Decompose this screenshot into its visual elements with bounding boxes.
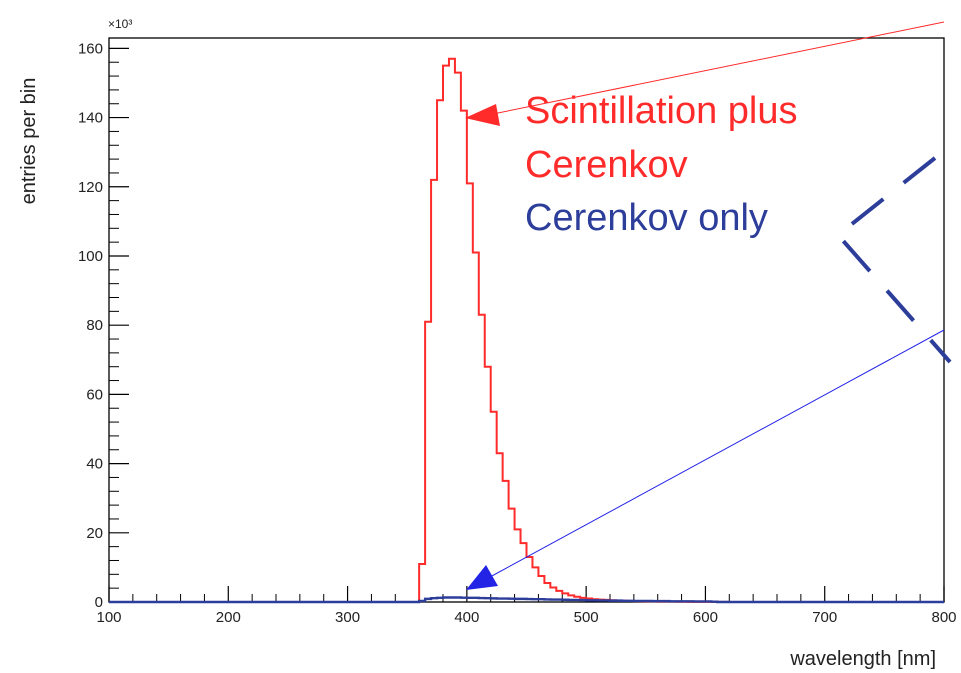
blue-arrow-head [466, 565, 498, 590]
x-tick-label: 200 [216, 609, 241, 626]
y-tick-label: 20 [86, 525, 103, 542]
y-tick-label: 40 [86, 456, 103, 473]
series-cerenkov-only [109, 596, 944, 604]
red-arrow-line [487, 21, 945, 116]
x-tick-label: 400 [454, 609, 479, 626]
x-tick-label: 300 [335, 609, 360, 626]
histogram-series [109, 57, 944, 604]
legend-label-scint-line1: Scintillation plus [525, 90, 797, 132]
y-tick-label: 140 [78, 110, 103, 127]
y-tick-label: 80 [86, 317, 103, 334]
blue-arrow-line [489, 329, 945, 578]
x-tick-label: 500 [574, 609, 599, 626]
dashed-brace-decoration [835, 156, 952, 364]
x-tick-label: 100 [96, 609, 121, 626]
y-axis-title: entries per bin [18, 78, 40, 205]
y-tick-label: 100 [78, 248, 103, 265]
y-tick-label: 60 [86, 386, 103, 403]
y-tick-label: 160 [78, 40, 103, 57]
red-arrow-head [465, 104, 500, 126]
legend-label-cerenkov-only: Cerenkov only [525, 197, 768, 239]
plot-frame [108, 37, 945, 603]
y-axis-ticks: 0 20 40 60 80 100 120 140 160 [78, 40, 129, 611]
y-exponent-label: ×10³ [108, 17, 132, 31]
y-tick-label: 0 [95, 594, 103, 611]
y-tick-label: 120 [78, 179, 103, 196]
x-tick-label: 700 [812, 609, 837, 626]
x-axis-title: wavelength [nm] [789, 648, 936, 670]
x-tick-label: 600 [693, 609, 718, 626]
legend-label-scint-line2: Cerenkov [525, 144, 688, 186]
x-tick-label: 800 [931, 609, 956, 626]
x-axis-ticks: 100 200 300 400 500 600 700 800 [96, 586, 957, 626]
